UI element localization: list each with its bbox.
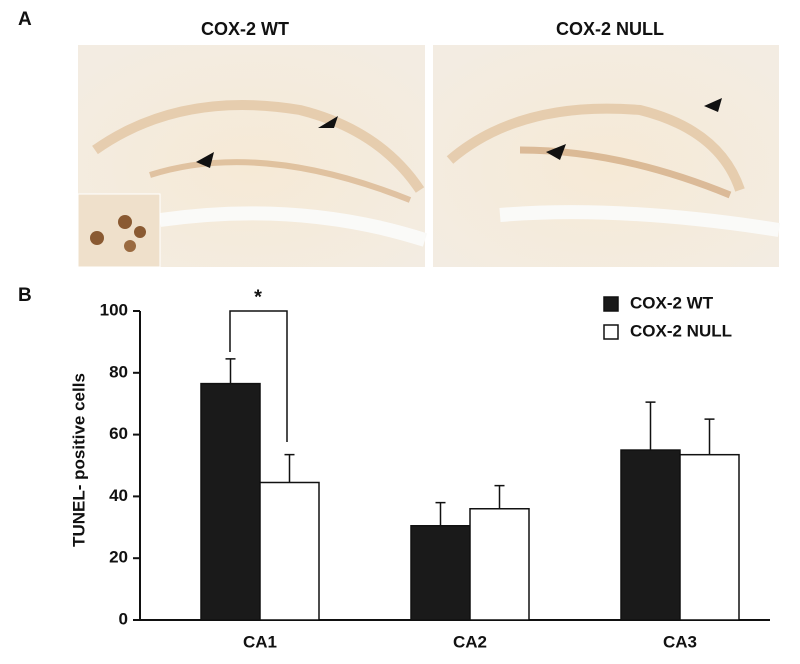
bar: [620, 449, 681, 621]
bar: [679, 453, 740, 621]
legend-swatch: [603, 324, 619, 340]
x-tick-label: CA1: [243, 632, 277, 651]
x-tick-label: CA2: [453, 632, 487, 651]
y-tick-label: 20: [109, 548, 128, 567]
chart: TUNEL- positive cells *: [69, 286, 288, 547]
y-axis-label: TUNEL- positive cells: [69, 373, 88, 547]
x-tick-label: CA3: [663, 632, 697, 651]
bar: [200, 382, 261, 621]
y-tick-label: 40: [109, 486, 128, 505]
y-tick-label: 0: [119, 609, 128, 628]
error-bar: [704, 418, 715, 455]
legend-label: COX-2 NULL: [630, 321, 732, 340]
image-title: COX-2 NULL: [556, 19, 664, 39]
bar: [469, 508, 530, 621]
error-bar: [225, 358, 236, 384]
micrograph: [77, 45, 428, 268]
bar: [259, 481, 320, 621]
annotation: *: [254, 286, 262, 308]
error-bar: [435, 501, 446, 526]
error-bar: [284, 453, 295, 483]
panel-label: B: [18, 285, 32, 306]
legend-swatch: [603, 296, 619, 312]
significance-bracket: [229, 310, 288, 442]
panel-label: A: [18, 9, 32, 30]
bar: [410, 525, 471, 621]
error-bar: [645, 401, 656, 451]
y-tick-label: 100: [100, 300, 128, 319]
legend-label: COX-2 WT: [630, 293, 714, 312]
micrograph: [433, 45, 781, 267]
error-bar: [494, 484, 505, 509]
image-title: COX-2 WT: [201, 19, 289, 39]
y-tick-label: 80: [109, 362, 128, 381]
y-tick-label: 60: [109, 424, 128, 443]
